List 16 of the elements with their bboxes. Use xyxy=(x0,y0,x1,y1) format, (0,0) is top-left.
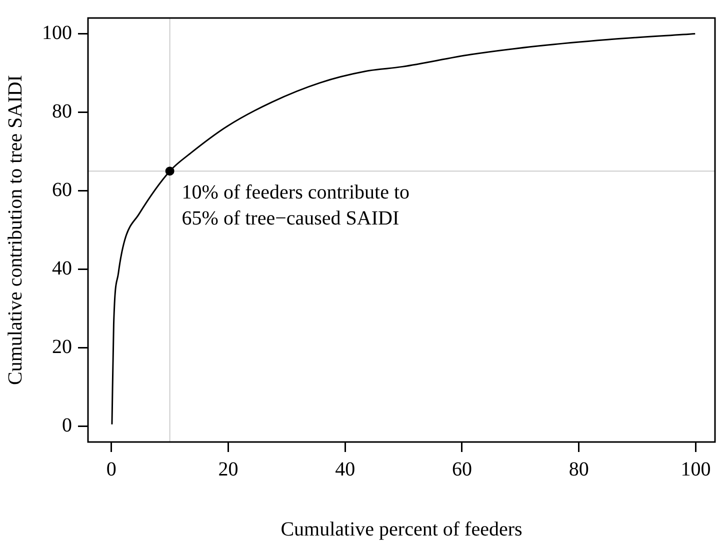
x-tick-label: 0 xyxy=(106,458,116,480)
x-tick-label: 40 xyxy=(335,458,356,480)
y-tick-label: 20 xyxy=(52,336,72,358)
x-axis-title: Cumulative percent of feeders xyxy=(280,518,522,540)
x-tick-label: 100 xyxy=(680,458,711,480)
x-tick-label: 60 xyxy=(452,458,472,480)
line-series xyxy=(111,32,696,426)
y-tick-label: 60 xyxy=(52,178,72,201)
y-axis-title: Cumulative contribution to tree SAIDI xyxy=(4,75,26,385)
y-tick-label: 100 xyxy=(42,22,72,44)
annotation: 10% of feeders contribute to 65% of tree−caused SAIDI xyxy=(182,181,410,230)
y-tick-label: 80 xyxy=(52,100,72,122)
y-tick-label: 0 xyxy=(62,414,72,437)
x-tick-label: 80 xyxy=(568,458,589,480)
x-tick-label: 20 xyxy=(218,458,238,480)
y-tick-label: 40 xyxy=(52,258,72,280)
